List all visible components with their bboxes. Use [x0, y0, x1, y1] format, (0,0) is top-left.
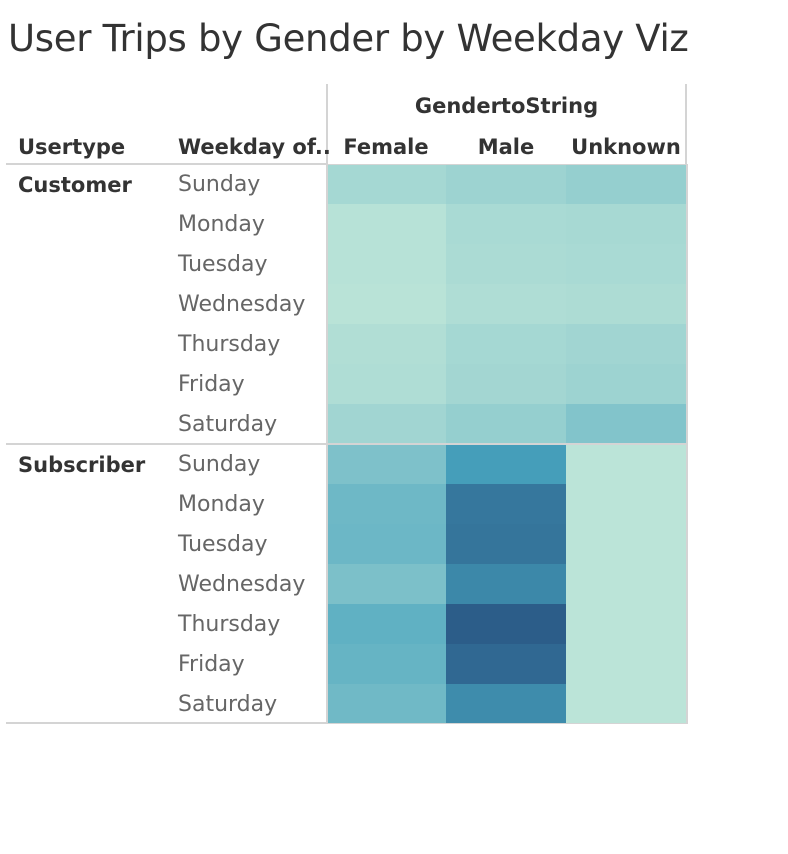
column-header-male: Male [477, 135, 535, 159]
heatmap-cell-customer-saturday-unknown [566, 404, 686, 444]
heatmap-cell-customer-friday-male [446, 364, 566, 404]
heatmap-cell-customer-sunday-unknown [566, 164, 686, 204]
heatmap-cell-subscriber-monday-unknown [566, 484, 686, 524]
header-divider-right [685, 84, 687, 164]
heatmap-cell-subscriber-friday-male [446, 644, 566, 684]
heatmap-cell-subscriber-saturday-female [326, 684, 446, 724]
heatmap-cell-customer-thursday-unknown [566, 324, 686, 364]
table-bottom-rule [6, 722, 326, 724]
heatmap-cell-subscriber-friday-female [326, 644, 446, 684]
header-divider-left [326, 84, 328, 164]
heatmap-cell-subscriber-thursday-female [326, 604, 446, 644]
heatmap-cell-customer-friday-unknown [566, 364, 686, 404]
row-label-customer-saturday: Saturday [178, 412, 278, 437]
row-label-customer-thursday: Thursday [178, 332, 281, 357]
row-label-customer-sunday: Sunday [178, 172, 261, 197]
heatmap-cell-subscriber-tuesday-female [326, 524, 446, 564]
heatmap-cell-customer-wednesday-unknown [566, 284, 686, 324]
row-label-customer-friday: Friday [178, 372, 245, 397]
group-label-subscriber: Subscriber [18, 453, 146, 477]
heatmap-cell-subscriber-sunday-male [446, 444, 566, 484]
heatmap-cell-customer-saturday-female [326, 404, 446, 444]
row-label-customer-wednesday: Wednesday [178, 292, 306, 317]
heatmap-cell-subscriber-tuesday-male [446, 524, 566, 564]
heatmap-cell-customer-tuesday-unknown [566, 244, 686, 284]
heatmap-cell-subscriber-monday-female [326, 484, 446, 524]
heatmap-cell-customer-monday-unknown [566, 204, 686, 244]
heatmap-cell-customer-friday-female [326, 364, 446, 404]
heatmap-cell-customer-wednesday-female [326, 284, 446, 324]
heatmap-cell-customer-monday-male [446, 204, 566, 244]
heatmap-cell-subscriber-saturday-male [446, 684, 566, 724]
heatmap-cell-customer-tuesday-female [326, 244, 446, 284]
heatmap-cell-customer-thursday-male [446, 324, 566, 364]
heatmap-cell-subscriber-wednesday-unknown [566, 564, 686, 604]
group-separator [6, 443, 326, 445]
heatmap-cell-customer-tuesday-male [446, 244, 566, 284]
heatmap-cell-subscriber-friday-unknown [566, 644, 686, 684]
heatmap-cell-subscriber-tuesday-unknown [566, 524, 686, 564]
row-label-customer-tuesday: Tuesday [178, 252, 268, 277]
row-header-usertype: Usertype [18, 135, 126, 159]
column-header-female: Female [343, 135, 429, 159]
heatmap-grid [326, 164, 688, 724]
heatmap-cell-subscriber-sunday-female [326, 444, 446, 484]
row-label-customer-monday: Monday [178, 212, 265, 237]
group-label-customer: Customer [18, 173, 132, 197]
header-underline [6, 163, 326, 165]
heatmap-cell-subscriber-thursday-male [446, 604, 566, 644]
row-label-subscriber-saturday: Saturday [178, 692, 278, 717]
row-label-subscriber-sunday: Sunday [178, 452, 261, 477]
heatmap-cell-customer-saturday-male [446, 404, 566, 444]
column-group-header: GendertoString [414, 94, 599, 118]
row-header-weekday: Weekday of.. [178, 135, 331, 159]
heatmap-cell-customer-monday-female [326, 204, 446, 244]
heatmap-cell-subscriber-thursday-unknown [566, 604, 686, 644]
heatmap-cell-subscriber-monday-male [446, 484, 566, 524]
heatmap-cell-subscriber-saturday-unknown [566, 684, 686, 724]
row-label-subscriber-tuesday: Tuesday [178, 532, 268, 557]
heatmap-cell-customer-thursday-female [326, 324, 446, 364]
row-label-subscriber-wednesday: Wednesday [178, 572, 306, 597]
heatmap-cell-subscriber-sunday-unknown [566, 444, 686, 484]
row-label-subscriber-friday: Friday [178, 652, 245, 677]
heatmap-cell-customer-sunday-male [446, 164, 566, 204]
chart-title: User Trips by Gender by Weekday Viz [8, 17, 689, 60]
heatmap-cell-subscriber-wednesday-male [446, 564, 566, 604]
heatmap-cell-customer-wednesday-male [446, 284, 566, 324]
row-label-subscriber-monday: Monday [178, 492, 265, 517]
heatmap-cell-customer-sunday-female [326, 164, 446, 204]
row-label-subscriber-thursday: Thursday [178, 612, 281, 637]
column-header-unknown: Unknown [571, 135, 681, 159]
heatmap-cell-subscriber-wednesday-female [326, 564, 446, 604]
